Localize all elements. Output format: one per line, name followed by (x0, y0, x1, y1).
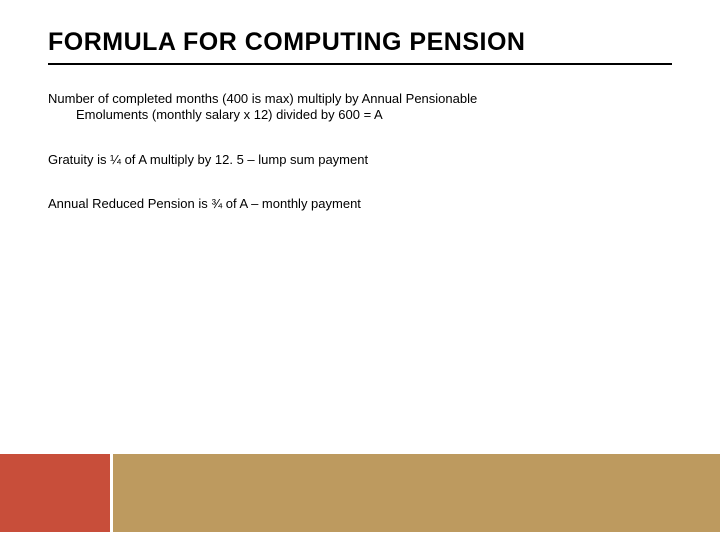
p1-line1: Number of completed months (400 is max) … (48, 91, 477, 106)
bottom-accent-band (0, 454, 720, 532)
band-divider (110, 454, 113, 532)
slide-title: FORMULA FOR COMPUTING PENSION (48, 28, 672, 57)
slide: FORMULA FOR COMPUTING PENSION Number of … (0, 0, 720, 540)
paragraph-formula: Number of completed months (400 is max) … (48, 91, 672, 124)
p1-line2: Emoluments (monthly salary x 12) divided… (48, 107, 672, 123)
paragraph-gratuity: Gratuity is ¼ of A multiply by 12. 5 – l… (48, 152, 672, 168)
paragraph-reduced-pension: Annual Reduced Pension is ¾ of A – month… (48, 196, 672, 212)
content-area: FORMULA FOR COMPUTING PENSION Number of … (0, 0, 720, 212)
body-text: Number of completed months (400 is max) … (48, 91, 672, 212)
title-underline (48, 63, 672, 65)
band-red (0, 454, 110, 532)
